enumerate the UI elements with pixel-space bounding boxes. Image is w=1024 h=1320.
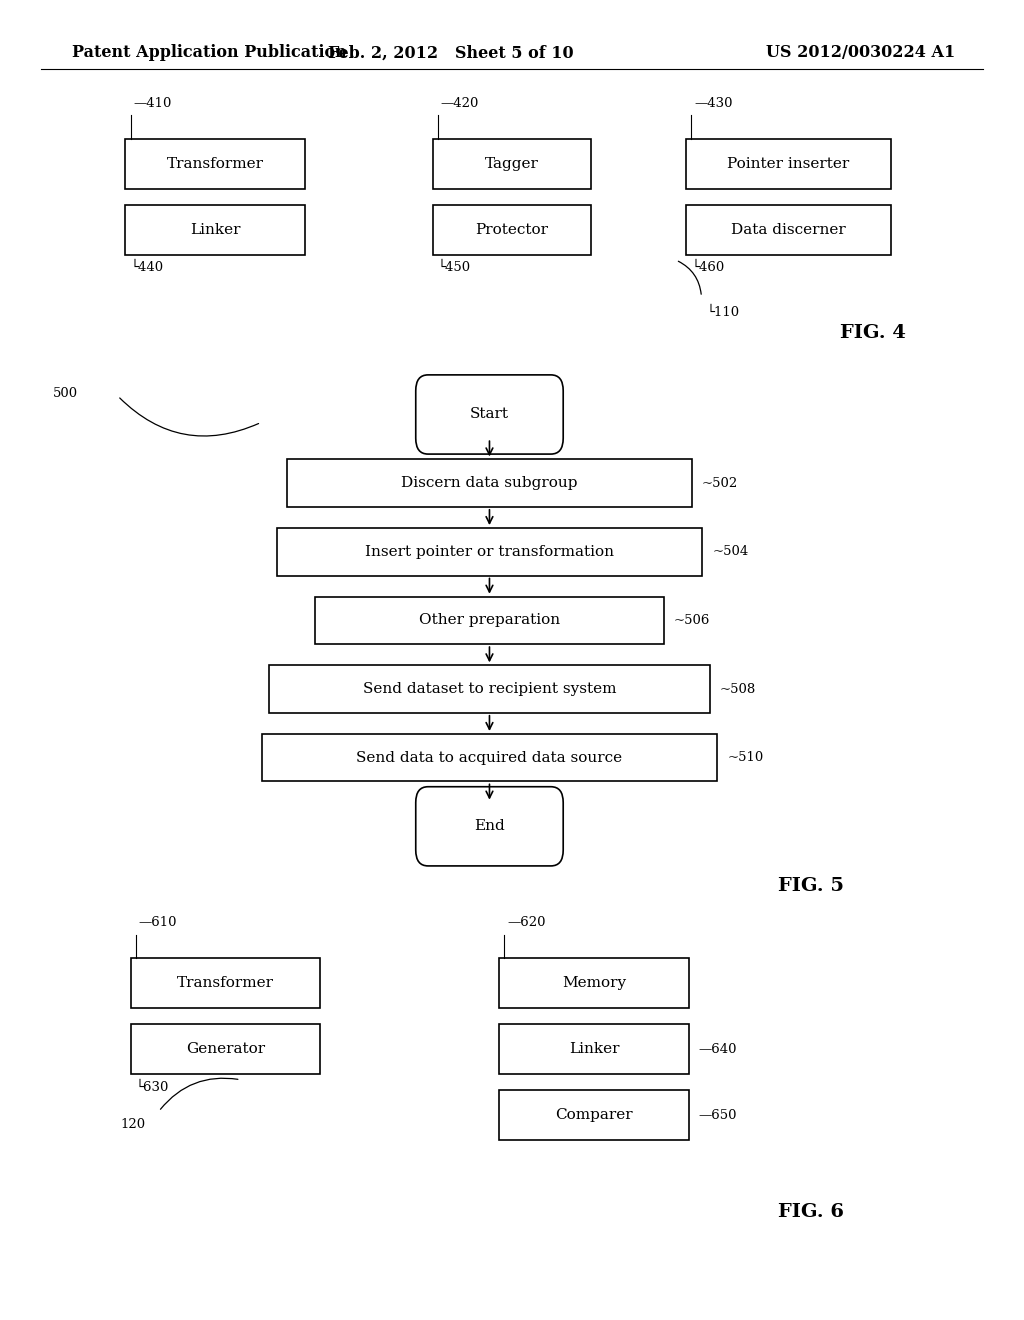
Text: ~502: ~502 <box>702 477 738 490</box>
Text: Linker: Linker <box>189 223 241 236</box>
Text: Tagger: Tagger <box>485 157 539 170</box>
Bar <box>499 958 688 1008</box>
Text: —410: —410 <box>133 96 172 110</box>
Bar <box>499 1024 688 1074</box>
Text: └440: └440 <box>131 261 164 275</box>
Bar <box>131 1024 319 1074</box>
Text: —610: —610 <box>139 916 177 929</box>
Bar <box>287 459 692 507</box>
Text: Memory: Memory <box>562 977 626 990</box>
Text: └630: └630 <box>135 1081 169 1094</box>
Text: Transformer: Transformer <box>177 977 273 990</box>
Text: FIG. 4: FIG. 4 <box>840 323 905 342</box>
Text: ~504: ~504 <box>713 545 749 558</box>
Text: Send data to acquired data source: Send data to acquired data source <box>356 751 623 764</box>
Text: Patent Application Publication: Patent Application Publication <box>72 45 346 61</box>
Text: Linker: Linker <box>568 1043 620 1056</box>
Text: Start: Start <box>470 408 509 421</box>
Text: Generator: Generator <box>185 1043 265 1056</box>
Bar <box>131 958 319 1008</box>
Text: Transformer: Transformer <box>167 157 263 170</box>
Bar <box>276 528 702 576</box>
Text: Send dataset to recipient system: Send dataset to recipient system <box>362 682 616 696</box>
Text: Data discerner: Data discerner <box>731 223 846 236</box>
Text: └110: └110 <box>707 306 739 319</box>
Text: End: End <box>474 820 505 833</box>
Text: —430: —430 <box>694 96 733 110</box>
Text: Pointer inserter: Pointer inserter <box>727 157 850 170</box>
Text: ~508: ~508 <box>720 682 756 696</box>
Text: US 2012/0030224 A1: US 2012/0030224 A1 <box>766 45 954 61</box>
FancyBboxPatch shape <box>416 787 563 866</box>
FancyBboxPatch shape <box>416 375 563 454</box>
Text: —640: —640 <box>698 1043 737 1056</box>
Bar <box>499 1090 688 1140</box>
Text: ~510: ~510 <box>727 751 764 764</box>
Text: ~506: ~506 <box>674 614 711 627</box>
Bar <box>261 734 717 781</box>
Text: Protector: Protector <box>475 223 549 236</box>
Bar <box>125 205 305 255</box>
Text: Insert pointer or transformation: Insert pointer or transformation <box>365 545 614 558</box>
Bar <box>432 205 592 255</box>
Text: 120: 120 <box>121 1118 146 1131</box>
Text: Feb. 2, 2012   Sheet 5 of 10: Feb. 2, 2012 Sheet 5 of 10 <box>328 45 573 61</box>
Bar <box>315 597 664 644</box>
Bar <box>125 139 305 189</box>
Bar <box>686 205 891 255</box>
Bar <box>686 139 891 189</box>
Bar <box>269 665 710 713</box>
Text: 500: 500 <box>53 387 79 400</box>
Text: FIG. 5: FIG. 5 <box>778 876 844 895</box>
Text: —420: —420 <box>440 96 479 110</box>
Bar <box>432 139 592 189</box>
Text: Comparer: Comparer <box>555 1109 633 1122</box>
Text: —650: —650 <box>698 1109 737 1122</box>
Text: —620: —620 <box>507 916 546 929</box>
Text: Other preparation: Other preparation <box>419 614 560 627</box>
Text: └450: └450 <box>438 261 471 275</box>
Text: └460: └460 <box>691 261 724 275</box>
Text: Discern data subgroup: Discern data subgroup <box>401 477 578 490</box>
Text: FIG. 6: FIG. 6 <box>778 1203 844 1221</box>
